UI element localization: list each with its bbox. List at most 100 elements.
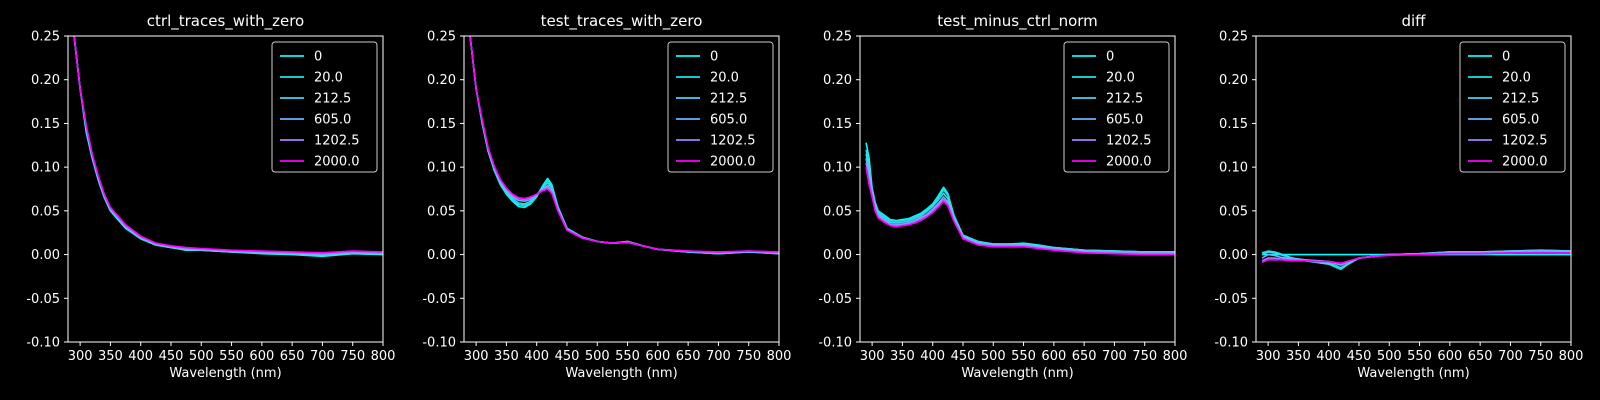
legend-label: 1202.5 [1502,134,1548,149]
y-tick-label: 0.10 [31,161,60,176]
legend-label: 20.0 [1106,71,1135,86]
x-tick-label: 450 [951,349,976,364]
chart-title: test_traces_with_zero [541,12,703,31]
x-tick-label: 800 [1559,349,1584,364]
x-tick-label: 750 [340,349,365,364]
legend-label: 1202.5 [314,134,360,149]
x-axis-label: Wavelength (nm) [961,366,1073,381]
chart-panel-4: 300 350 400 450 500 550 600 650 700 750 800 -0.10 -0… [1214,12,1583,381]
legend-frame [667,41,774,173]
x-tick-label: 650 [1072,349,1097,364]
legend-frame [271,41,378,173]
legend-frame [1063,41,1170,173]
y-tick-label: 0.15 [31,117,60,132]
y-tick-label: 0.15 [823,117,852,132]
x-tick-label: 550 [219,349,244,364]
legend-label: 2000.0 [1106,155,1152,170]
legend-label: 212.5 [1502,92,1539,107]
x-tick-label: 300 [68,349,93,364]
x-tick-label: 800 [371,349,396,364]
x-tick-label: 350 [1286,349,1311,364]
y-tick-label: 0.05 [427,204,456,219]
x-axis-label: Wavelength (nm) [565,366,677,381]
x-tick-label: 450 [555,349,580,364]
x-tick-label: 600 [645,349,670,364]
legend-label: 1202.5 [710,134,756,149]
legend-label: 0 [710,50,718,65]
x-tick-label: 400 [1316,349,1341,364]
legend-label: 20.0 [314,71,343,86]
x-tick-label: 650 [1468,349,1493,364]
legend-label: 20.0 [1502,71,1531,86]
legend-label: 2000.0 [710,155,756,170]
legend: 0 20.0 212.5 605.0 1202.5 2000.0 [1459,41,1566,173]
legend-label: 20.0 [710,71,739,86]
y-tick-label: -0.05 [422,292,456,307]
y-tick-label: 0.10 [427,161,456,176]
x-tick-label: 700 [1102,349,1127,364]
y-tick-label: 0.00 [1219,248,1248,263]
legend-frame [1459,41,1566,173]
x-tick-label: 350 [890,349,915,364]
legend: 0 20.0 212.5 605.0 1202.5 2000.0 [271,41,378,173]
series-line-605.0 [865,158,1175,254]
y-tick-label: -0.10 [26,336,60,351]
chart-title: diff [1401,12,1426,30]
series-group [73,36,383,258]
y-tick-label: 0.10 [1219,161,1248,176]
x-tick-label: 600 [1437,349,1462,364]
x-tick-label: 650 [676,349,701,364]
x-tick-label: 700 [1498,349,1523,364]
chart-panel-3: 300 350 400 450 500 550 600 650 700 750 800 -0.10 -0… [818,12,1187,381]
y-tick-label: 0.25 [427,30,456,45]
plot-frame [67,35,384,343]
x-tick-label: 550 [1011,349,1036,364]
legend-label: 605.0 [1106,113,1143,128]
chart-panel-2: 300 350 400 450 500 550 600 650 700 750 800 -0.10 -0… [422,12,791,381]
plot-frame [463,35,780,343]
x-tick-label: 400 [920,349,945,364]
y-tick-label: 0.00 [31,248,60,263]
legend: 0 20.0 212.5 605.0 1202.5 2000.0 [1063,41,1170,173]
legend-label: 0 [314,50,322,65]
series-group [1261,249,1571,271]
y-tick-label: 0.15 [427,117,456,132]
legend-label: 605.0 [1502,113,1539,128]
x-tick-label: 300 [1256,349,1281,364]
y-tick-label: 0.10 [823,161,852,176]
legend-label: 212.5 [1106,92,1143,107]
series-group [469,36,779,255]
y-tick-label: -0.10 [818,336,852,351]
y-tick-label: -0.05 [26,292,60,307]
x-tick-label: 550 [615,349,640,364]
y-tick-label: 0.25 [1219,30,1248,45]
plot-frame [859,35,1176,343]
chart-title: test_minus_ctrl_norm [937,12,1098,31]
plot-frame [1255,35,1572,343]
y-tick-label: 0.20 [427,73,456,88]
x-tick-label: 500 [585,349,610,364]
x-tick-label: 450 [159,349,184,364]
x-axis-label: Wavelength (nm) [1357,366,1469,381]
x-tick-label: 750 [1132,349,1157,364]
x-tick-label: 650 [280,349,305,364]
x-tick-label: 800 [767,349,792,364]
x-tick-label: 800 [1163,349,1188,364]
y-tick-label: 0.25 [823,30,852,45]
legend-label: 1202.5 [1106,134,1152,149]
legend-label: 605.0 [710,113,747,128]
y-tick-label: 0.20 [31,73,60,88]
x-tick-label: 500 [981,349,1006,364]
legend-label: 0 [1502,50,1510,65]
series-group [865,142,1175,256]
series-line-212.5 [1261,249,1571,269]
legend: 0 20.0 212.5 605.0 1202.5 2000.0 [667,41,774,173]
y-tick-label: 0.00 [823,248,852,263]
y-tick-label: 0.00 [427,248,456,263]
chart-title: ctrl_traces_with_zero [147,12,304,31]
x-tick-label: 700 [310,349,335,364]
legend-label: 212.5 [314,92,351,107]
y-tick-label: 0.05 [31,204,60,219]
chart-panel-1: 300 350 400 450 500 550 600 650 700 750 800 -0.10 -0… [26,12,395,381]
